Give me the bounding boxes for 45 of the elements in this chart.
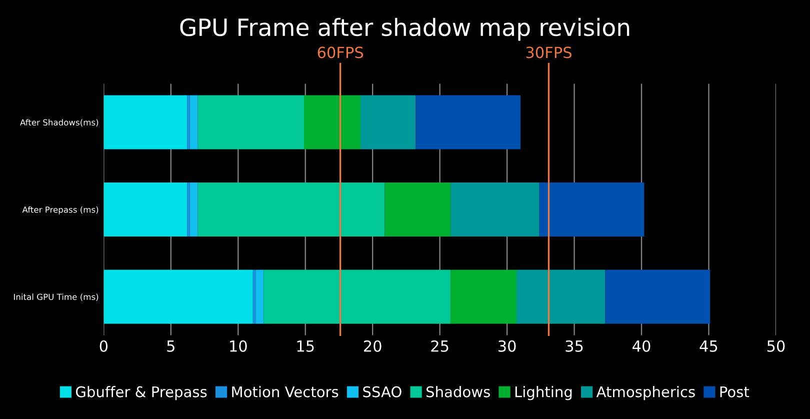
x-tick-label: 30 [498,340,516,352]
bar [264,270,451,324]
chart-title: GPU Frame after shadow map revision [180,18,630,41]
legend-label: Shadows [426,386,490,398]
bar [252,270,256,324]
bar [256,270,264,324]
x-tick-label: 10 [230,340,247,352]
x-tick-label: 5 [167,340,174,352]
y-tick-label: After Prepass (ms) [22,206,98,214]
x-tick-label: 35 [566,340,583,352]
ref-line-label: 60FPS [318,46,364,58]
bar [304,95,360,150]
y-tick-label: After Shadows(ms) [20,119,98,127]
legend-label: Gbuffer & Prepass [76,386,207,400]
bar [187,182,190,237]
bar [539,182,644,237]
legend-label: Lighting [515,386,572,400]
x-tick-label: 15 [297,340,314,352]
x-tick-label: 20 [364,340,382,352]
bar [198,182,385,237]
legend-label: Post [720,386,750,398]
y-tick-label: Inital GPU Time (ms) [14,294,98,301]
bar [450,182,540,237]
bar [104,270,253,324]
bar [190,95,198,150]
x-tick-label: 50 [767,340,785,352]
bar [605,270,710,324]
ref-line-label: 30FPS [526,46,572,58]
bar [384,182,451,237]
bar [190,182,198,237]
bar [360,95,416,150]
legend-label: SSAO [363,386,402,398]
bar [104,182,188,237]
x-tick-label: 0 [100,340,108,352]
bar [516,270,606,324]
bar [187,95,190,150]
bar [450,270,516,324]
legend-label: Atmospherics [596,386,695,400]
legend-label: Motion Vectors [232,386,338,398]
x-tick-label: 45 [700,340,718,352]
x-tick-label: 25 [431,340,448,352]
bar [104,95,188,150]
bar [416,95,521,150]
bar [198,95,304,150]
x-tick-label: 40 [632,340,650,352]
